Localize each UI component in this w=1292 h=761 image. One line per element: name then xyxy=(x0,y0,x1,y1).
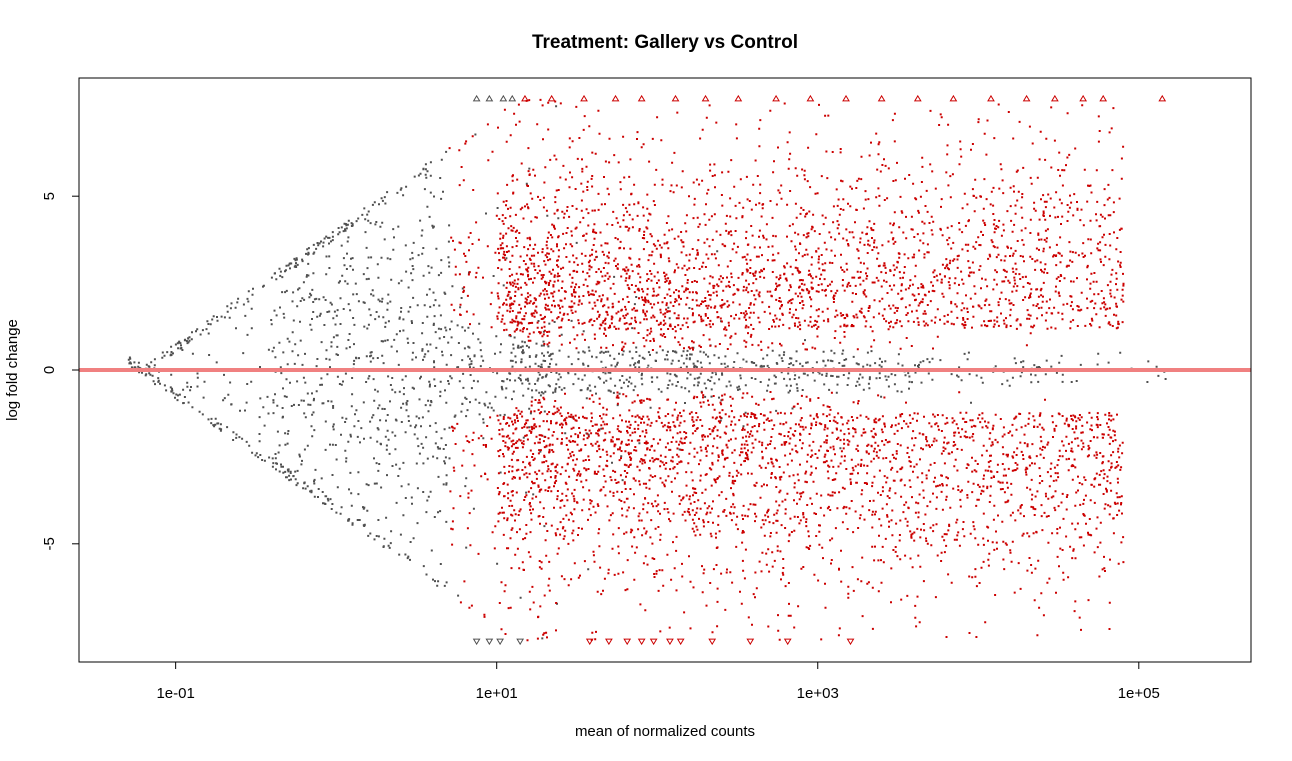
clipped-point-marker xyxy=(806,94,815,102)
clipped-point-marker xyxy=(1079,94,1088,102)
clipped-point-marker xyxy=(585,638,594,646)
clipped-point-marker xyxy=(1099,94,1108,102)
clipped-point-marker xyxy=(472,638,481,646)
clipped-point-marker xyxy=(666,638,674,646)
clipped-point-marker xyxy=(623,638,632,646)
clipped-point-marker xyxy=(734,94,743,102)
clipped-point-marker xyxy=(580,94,588,102)
clipped-point-marker xyxy=(676,638,685,646)
x-tick-label: 1e+05 xyxy=(1118,685,1160,702)
y-axis-title: log fold change xyxy=(4,319,21,421)
clipped-point-marker xyxy=(846,638,855,646)
clipped-point-marker xyxy=(708,638,717,646)
clipped-point-marker xyxy=(637,94,646,102)
clipped-point-marker xyxy=(772,94,780,102)
y-tick-label: 0 xyxy=(41,366,58,374)
clipped-point-marker xyxy=(496,638,504,646)
clipped-point-marker xyxy=(783,638,792,646)
clipped-point-marker xyxy=(472,94,481,102)
clipped-point-marker xyxy=(605,638,613,646)
clipped-point-marker xyxy=(913,94,922,102)
clipped-point-marker xyxy=(877,94,886,102)
y-tick-label: 5 xyxy=(41,192,58,200)
clipped-point-marker xyxy=(516,638,525,646)
clipped-point-marker xyxy=(485,94,494,102)
x-tick-label: 1e+01 xyxy=(476,685,518,702)
clipped-point-marker xyxy=(671,94,680,102)
x-tick-label: 1e+03 xyxy=(797,685,839,702)
clipped-point-marker xyxy=(1050,94,1059,102)
points-not-significant xyxy=(127,105,1167,640)
x-tick-label: 1e-01 xyxy=(156,685,194,702)
chart-title: Treatment: Gallery vs Control xyxy=(532,32,798,53)
clipped-point-marker xyxy=(1022,94,1031,102)
clipped-markers xyxy=(472,94,1167,646)
clipped-point-marker xyxy=(649,638,658,646)
clipped-point-marker xyxy=(499,94,508,102)
clipped-point-marker xyxy=(949,94,958,102)
x-axis: 1e-01 1e+01 1e+03 1e+05 xyxy=(156,661,1160,702)
clipped-point-marker xyxy=(485,638,494,646)
x-axis-title: mean of normalized counts xyxy=(575,723,755,740)
clipped-point-marker xyxy=(521,94,529,102)
clipped-point-marker xyxy=(508,94,517,102)
clipped-point-marker xyxy=(547,94,556,102)
y-axis: -5 0 5 xyxy=(41,192,80,550)
clipped-point-marker xyxy=(701,94,710,102)
y-tick-label: -5 xyxy=(41,537,58,550)
clipped-point-marker xyxy=(842,94,850,102)
clipped-point-marker xyxy=(987,94,995,102)
clipped-point-marker xyxy=(746,638,755,646)
clipped-point-marker xyxy=(637,638,646,646)
clipped-point-marker xyxy=(1158,94,1167,102)
clipped-point-marker xyxy=(611,94,620,102)
